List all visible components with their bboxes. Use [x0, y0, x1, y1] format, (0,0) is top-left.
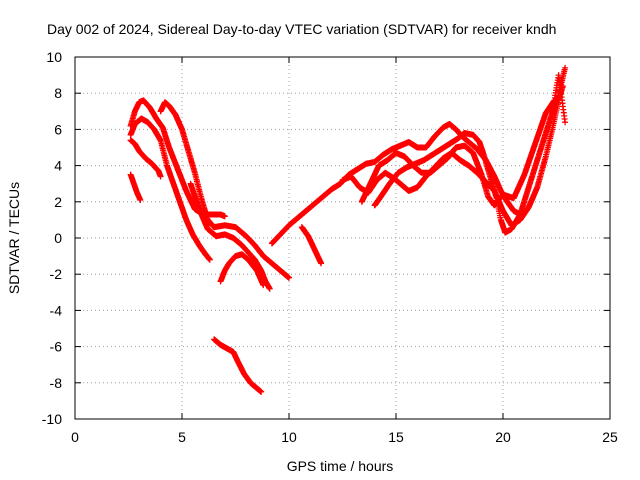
tick-labels: 0 5 10 15 20 25 -10 -8 -6 -4 -2 0 2 4 6 8 10 [42, 49, 618, 445]
x-tick-label: 0 [71, 429, 79, 445]
y-tick-label: -8 [50, 375, 63, 391]
y-tick-label: 0 [54, 230, 62, 246]
series-track-3 [127, 137, 164, 180]
y-tick-label: 4 [54, 158, 62, 174]
series-track-2 [127, 115, 213, 263]
y-axis-label: SDTVAR / TECUs [6, 182, 22, 294]
point-markers [157, 99, 292, 281]
point-markers [127, 137, 164, 180]
series-track-9 [268, 121, 524, 247]
series-track-12 [371, 64, 569, 236]
series-track-7 [217, 251, 267, 289]
point-markers [211, 336, 265, 395]
point-markers [127, 171, 144, 203]
y-tick-label: 8 [54, 85, 62, 101]
series-track-13 [358, 72, 569, 209]
point-markers [127, 115, 213, 263]
x-axis-label: GPS time / hours [287, 458, 394, 474]
point-markers [187, 180, 273, 292]
y-tick-label: 10 [46, 49, 62, 65]
x-tick-label: 20 [495, 429, 511, 445]
data-points [127, 64, 569, 395]
y-tick-label: -10 [42, 411, 62, 427]
point-markers [358, 72, 569, 209]
chart-title: Day 002 of 2024, Sidereal Day-to-day VTE… [47, 21, 556, 37]
y-tick-label: 2 [54, 194, 62, 210]
x-tick-label: 5 [178, 429, 186, 445]
y-tick-label: -6 [50, 339, 63, 355]
y-tick-label: -2 [50, 266, 63, 282]
point-markers [371, 64, 569, 236]
x-tick-label: 10 [281, 429, 297, 445]
y-tick-label: -4 [50, 302, 63, 318]
point-markers [268, 121, 524, 247]
series-track-10 [298, 224, 325, 267]
series-track-5 [157, 99, 292, 281]
x-tick-label: 25 [602, 429, 618, 445]
point-markers [298, 224, 325, 267]
plot-frame [74, 56, 611, 420]
point-markers [217, 251, 267, 289]
series-track-4 [127, 171, 144, 203]
y-tick-label: 6 [54, 121, 62, 137]
series-track-8 [211, 336, 265, 395]
x-tick-label: 15 [388, 429, 404, 445]
grid-lines [75, 57, 610, 419]
series-track-6 [187, 180, 273, 292]
